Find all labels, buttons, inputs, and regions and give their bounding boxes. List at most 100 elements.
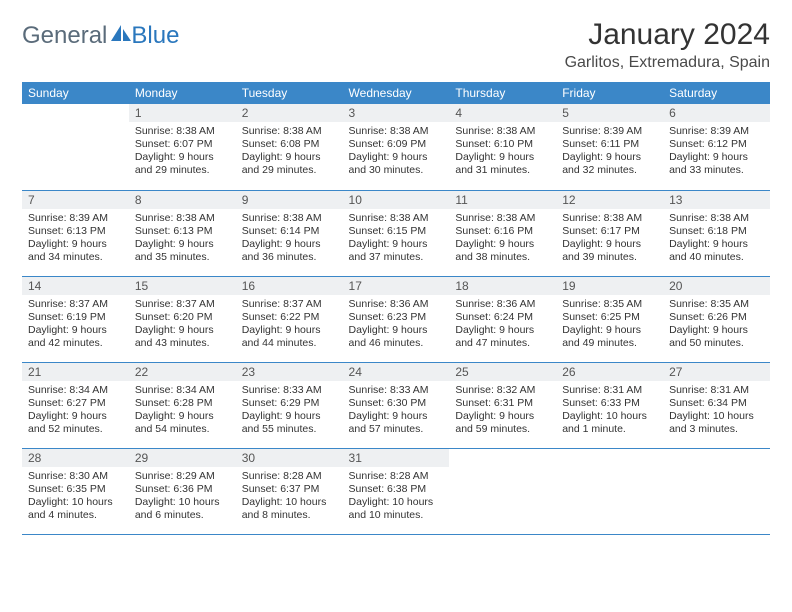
day-header: Sunday — [22, 82, 129, 104]
day-header: Saturday — [663, 82, 770, 104]
day-number: 21 — [22, 363, 129, 381]
day-header: Wednesday — [343, 82, 450, 104]
day-body: Sunrise: 8:34 AMSunset: 6:28 PMDaylight:… — [129, 381, 236, 441]
day-number: 16 — [236, 277, 343, 295]
logo-sail-icon — [109, 23, 131, 43]
day-body: Sunrise: 8:29 AMSunset: 6:36 PMDaylight:… — [129, 467, 236, 527]
day-header: Friday — [556, 82, 663, 104]
calendar-day — [449, 448, 556, 534]
calendar-day: 7Sunrise: 8:39 AMSunset: 6:13 PMDaylight… — [22, 190, 129, 276]
day-body: Sunrise: 8:37 AMSunset: 6:19 PMDaylight:… — [22, 295, 129, 355]
day-number: 9 — [236, 191, 343, 209]
calendar-day: 27Sunrise: 8:31 AMSunset: 6:34 PMDayligh… — [663, 362, 770, 448]
day-number: 8 — [129, 191, 236, 209]
calendar-day: 22Sunrise: 8:34 AMSunset: 6:28 PMDayligh… — [129, 362, 236, 448]
calendar-day: 30Sunrise: 8:28 AMSunset: 6:37 PMDayligh… — [236, 448, 343, 534]
calendar-day: 31Sunrise: 8:28 AMSunset: 6:38 PMDayligh… — [343, 448, 450, 534]
day-body: Sunrise: 8:33 AMSunset: 6:30 PMDaylight:… — [343, 381, 450, 441]
day-header: Monday — [129, 82, 236, 104]
calendar-day: 17Sunrise: 8:36 AMSunset: 6:23 PMDayligh… — [343, 276, 450, 362]
day-number: 25 — [449, 363, 556, 381]
day-number: 7 — [22, 191, 129, 209]
logo-text-2: Blue — [131, 22, 179, 50]
day-number: 2 — [236, 104, 343, 122]
day-body: Sunrise: 8:38 AMSunset: 6:08 PMDaylight:… — [236, 122, 343, 182]
header: General Blue January 2024 Garlitos, Extr… — [22, 18, 770, 72]
calendar-day: 1Sunrise: 8:38 AMSunset: 6:07 PMDaylight… — [129, 104, 236, 190]
day-number: 26 — [556, 363, 663, 381]
calendar-day: 15Sunrise: 8:37 AMSunset: 6:20 PMDayligh… — [129, 276, 236, 362]
calendar-week: 21Sunrise: 8:34 AMSunset: 6:27 PMDayligh… — [22, 362, 770, 448]
day-body: Sunrise: 8:39 AMSunset: 6:12 PMDaylight:… — [663, 122, 770, 182]
day-number: 14 — [22, 277, 129, 295]
day-body: Sunrise: 8:38 AMSunset: 6:10 PMDaylight:… — [449, 122, 556, 182]
calendar-day: 4Sunrise: 8:38 AMSunset: 6:10 PMDaylight… — [449, 104, 556, 190]
title-block: January 2024 Garlitos, Extremadura, Spai… — [565, 18, 770, 72]
day-number: 30 — [236, 449, 343, 467]
logo-text-1: General — [22, 22, 107, 50]
day-body: Sunrise: 8:35 AMSunset: 6:25 PMDaylight:… — [556, 295, 663, 355]
day-number: 6 — [663, 104, 770, 122]
day-number: 23 — [236, 363, 343, 381]
day-number: 28 — [22, 449, 129, 467]
day-header: Thursday — [449, 82, 556, 104]
day-body: Sunrise: 8:38 AMSunset: 6:09 PMDaylight:… — [343, 122, 450, 182]
day-header-row: SundayMondayTuesdayWednesdayThursdayFrid… — [22, 82, 770, 104]
calendar-day: 20Sunrise: 8:35 AMSunset: 6:26 PMDayligh… — [663, 276, 770, 362]
day-number: 19 — [556, 277, 663, 295]
day-body: Sunrise: 8:30 AMSunset: 6:35 PMDaylight:… — [22, 467, 129, 527]
day-body: Sunrise: 8:33 AMSunset: 6:29 PMDaylight:… — [236, 381, 343, 441]
calendar-body: 1Sunrise: 8:38 AMSunset: 6:07 PMDaylight… — [22, 104, 770, 534]
day-body: Sunrise: 8:39 AMSunset: 6:11 PMDaylight:… — [556, 122, 663, 182]
calendar-day: 2Sunrise: 8:38 AMSunset: 6:08 PMDaylight… — [236, 104, 343, 190]
calendar-day: 19Sunrise: 8:35 AMSunset: 6:25 PMDayligh… — [556, 276, 663, 362]
day-number: 12 — [556, 191, 663, 209]
calendar-week: 1Sunrise: 8:38 AMSunset: 6:07 PMDaylight… — [22, 104, 770, 190]
calendar-day: 9Sunrise: 8:38 AMSunset: 6:14 PMDaylight… — [236, 190, 343, 276]
calendar-day: 3Sunrise: 8:38 AMSunset: 6:09 PMDaylight… — [343, 104, 450, 190]
month-title: January 2024 — [565, 18, 770, 52]
calendar-week: 28Sunrise: 8:30 AMSunset: 6:35 PMDayligh… — [22, 448, 770, 534]
day-body: Sunrise: 8:38 AMSunset: 6:18 PMDaylight:… — [663, 209, 770, 269]
day-body: Sunrise: 8:35 AMSunset: 6:26 PMDaylight:… — [663, 295, 770, 355]
calendar-day: 28Sunrise: 8:30 AMSunset: 6:35 PMDayligh… — [22, 448, 129, 534]
day-number: 20 — [663, 277, 770, 295]
day-number: 24 — [343, 363, 450, 381]
logo: General Blue — [22, 22, 179, 50]
day-body: Sunrise: 8:31 AMSunset: 6:33 PMDaylight:… — [556, 381, 663, 441]
day-header: Tuesday — [236, 82, 343, 104]
calendar-day: 6Sunrise: 8:39 AMSunset: 6:12 PMDaylight… — [663, 104, 770, 190]
calendar-table: SundayMondayTuesdayWednesdayThursdayFrid… — [22, 82, 770, 535]
day-number: 11 — [449, 191, 556, 209]
day-number: 17 — [343, 277, 450, 295]
calendar-day: 10Sunrise: 8:38 AMSunset: 6:15 PMDayligh… — [343, 190, 450, 276]
day-number: 1 — [129, 104, 236, 122]
calendar-day: 23Sunrise: 8:33 AMSunset: 6:29 PMDayligh… — [236, 362, 343, 448]
day-body: Sunrise: 8:36 AMSunset: 6:24 PMDaylight:… — [449, 295, 556, 355]
day-body: Sunrise: 8:38 AMSunset: 6:14 PMDaylight:… — [236, 209, 343, 269]
day-body: Sunrise: 8:38 AMSunset: 6:07 PMDaylight:… — [129, 122, 236, 182]
day-number: 18 — [449, 277, 556, 295]
day-number: 13 — [663, 191, 770, 209]
day-body: Sunrise: 8:38 AMSunset: 6:16 PMDaylight:… — [449, 209, 556, 269]
day-number: 4 — [449, 104, 556, 122]
calendar-day: 21Sunrise: 8:34 AMSunset: 6:27 PMDayligh… — [22, 362, 129, 448]
day-body: Sunrise: 8:28 AMSunset: 6:37 PMDaylight:… — [236, 467, 343, 527]
day-body: Sunrise: 8:31 AMSunset: 6:34 PMDaylight:… — [663, 381, 770, 441]
day-number: 15 — [129, 277, 236, 295]
calendar-day — [663, 448, 770, 534]
calendar-day: 13Sunrise: 8:38 AMSunset: 6:18 PMDayligh… — [663, 190, 770, 276]
day-number: 27 — [663, 363, 770, 381]
day-number: 3 — [343, 104, 450, 122]
calendar-day: 18Sunrise: 8:36 AMSunset: 6:24 PMDayligh… — [449, 276, 556, 362]
calendar-day: 11Sunrise: 8:38 AMSunset: 6:16 PMDayligh… — [449, 190, 556, 276]
calendar-week: 14Sunrise: 8:37 AMSunset: 6:19 PMDayligh… — [22, 276, 770, 362]
calendar-week: 7Sunrise: 8:39 AMSunset: 6:13 PMDaylight… — [22, 190, 770, 276]
location: Garlitos, Extremadura, Spain — [565, 54, 770, 72]
calendar-day: 16Sunrise: 8:37 AMSunset: 6:22 PMDayligh… — [236, 276, 343, 362]
day-body: Sunrise: 8:28 AMSunset: 6:38 PMDaylight:… — [343, 467, 450, 527]
day-number: 5 — [556, 104, 663, 122]
calendar-day: 25Sunrise: 8:32 AMSunset: 6:31 PMDayligh… — [449, 362, 556, 448]
calendar-day — [556, 448, 663, 534]
day-body: Sunrise: 8:38 AMSunset: 6:13 PMDaylight:… — [129, 209, 236, 269]
